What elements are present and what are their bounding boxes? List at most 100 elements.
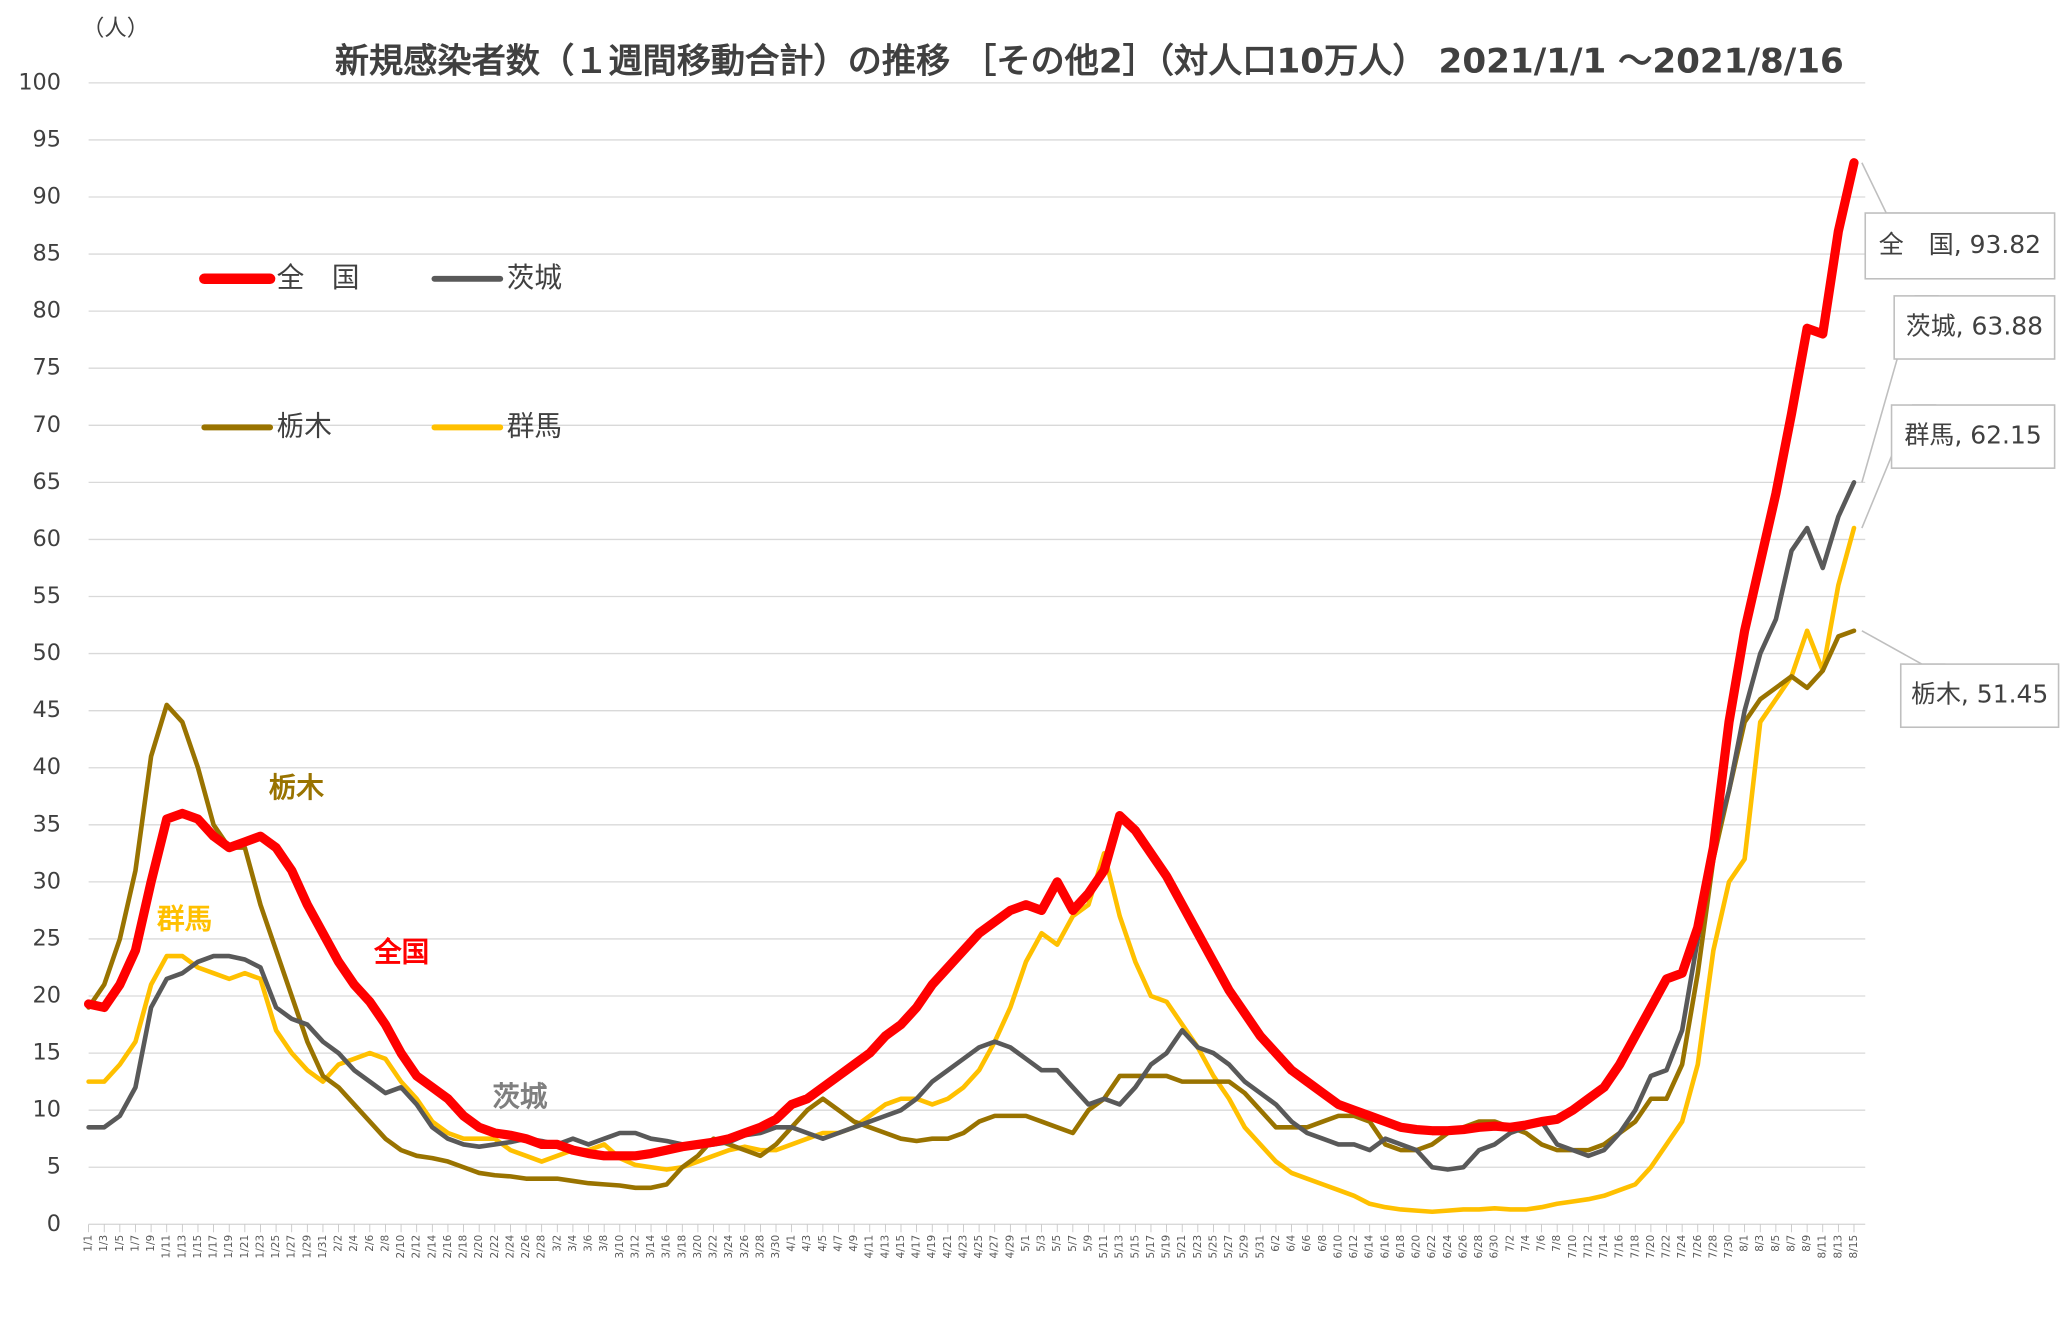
x-tick-label: 7/26 [1692, 1235, 1704, 1259]
x-tick-label: 8/15 [1848, 1235, 1860, 1259]
y-tick-label: 35 [33, 811, 61, 837]
x-tick-label: 5/5 [1051, 1235, 1063, 1252]
x-tick-label: 2/12 [411, 1235, 423, 1259]
legend-label: 栃木 [277, 409, 332, 442]
x-tick-label: 6/26 [1457, 1235, 1469, 1259]
y-tick-label: 95 [33, 126, 61, 152]
callout-label: 栃木, 51.45 [1911, 680, 2048, 709]
x-tick-label: 1/21 [239, 1235, 251, 1259]
x-tick-label: 5/23 [1192, 1235, 1204, 1259]
y-tick-label: 90 [33, 183, 61, 209]
x-tick-label: 2/14 [426, 1235, 438, 1259]
x-tick-label: 7/28 [1707, 1235, 1719, 1259]
x-tick-label: 7/30 [1723, 1235, 1735, 1259]
x-tick-label: 4/7 [833, 1235, 845, 1252]
x-tick-label: 1/31 [317, 1235, 329, 1259]
x-tick-label: 4/11 [864, 1235, 876, 1259]
x-tick-label: 4/25 [973, 1235, 985, 1259]
x-tick-label: 8/11 [1817, 1235, 1829, 1259]
x-tick-label: 6/6 [1301, 1235, 1313, 1252]
x-tick-label: 4/15 [895, 1235, 907, 1259]
x-tick-label: 4/27 [989, 1235, 1001, 1259]
x-tick-label: 6/18 [1395, 1235, 1407, 1259]
x-tick-label: 3/30 [770, 1235, 782, 1259]
x-tick-label: 2/8 [379, 1235, 391, 1252]
x-tick-label: 4/13 [879, 1235, 891, 1259]
x-tick-label: 7/20 [1645, 1235, 1657, 1259]
x-tick-label: 5/11 [1098, 1235, 1110, 1259]
x-tick-label: 7/12 [1582, 1235, 1594, 1259]
x-tick-label: 1/29 [301, 1235, 313, 1259]
x-tick-label: 5/1 [1020, 1235, 1032, 1252]
x-tick-label: 4/29 [1004, 1235, 1016, 1259]
x-tick-label: 3/6 [583, 1235, 595, 1252]
callout-label: 全 国, 93.82 [1879, 230, 2041, 259]
x-tick-label: 4/5 [817, 1235, 829, 1252]
x-tick-label: 8/13 [1832, 1235, 1844, 1259]
x-tick-label: 6/4 [1286, 1235, 1298, 1252]
callout-box [1893, 295, 2056, 360]
x-tick-label: 3/12 [629, 1235, 641, 1259]
x-tick-label: 6/2 [1270, 1235, 1282, 1252]
x-tick-label: 1/15 [192, 1235, 204, 1259]
callout-box [1890, 404, 2056, 469]
x-tick-label: 2/18 [458, 1235, 470, 1259]
annotation: 全国 [373, 935, 429, 968]
x-tick-label: 1/9 [145, 1235, 157, 1252]
x-tick-label: 5/19 [1161, 1235, 1173, 1259]
y-tick-label: 40 [33, 754, 61, 780]
x-tick-label: 2/2 [333, 1235, 345, 1252]
x-tick-label: 7/24 [1676, 1235, 1688, 1259]
annotation: 栃木 [269, 771, 325, 804]
series-line [84, 158, 1859, 1161]
x-tick-label: 7/8 [1551, 1235, 1563, 1252]
x-tick-label: 5/15 [1129, 1235, 1141, 1259]
x-tick-label: 2/28 [536, 1235, 548, 1259]
x-tick-label: 4/23 [957, 1235, 969, 1259]
x-tick-label: 7/2 [1504, 1235, 1516, 1252]
y-tick-label: 85 [33, 241, 61, 267]
x-tick-label: 5/17 [1145, 1235, 1157, 1259]
x-tick-label: 7/10 [1567, 1235, 1579, 1259]
x-tick-label: 2/24 [504, 1235, 516, 1259]
legend-label: 群馬 [507, 409, 562, 442]
annotation: 群馬 [157, 903, 212, 936]
callout-box [1899, 663, 2060, 729]
x-tick-label: 5/21 [1176, 1235, 1188, 1259]
y-tick-label: 70 [33, 412, 61, 438]
x-tick-label: 1/3 [98, 1235, 110, 1252]
y-tick-label: 0 [47, 1211, 61, 1237]
chart-title: 新規感染者数（１週間移動合計）の推移 ［その他2］（対人口10万人） 2021/… [335, 42, 1844, 82]
x-tick-label: 7/22 [1661, 1235, 1673, 1259]
callout-box [1864, 212, 2056, 280]
x-tick-label: 2/4 [348, 1235, 360, 1252]
x-tick-label: 8/1 [1739, 1235, 1751, 1252]
legend-label: 全 国 [277, 261, 360, 294]
y-tick-label: 30 [33, 868, 61, 894]
series-line [86, 480, 1857, 1172]
annotation: 茨城 [492, 1080, 548, 1113]
x-tick-label: 3/20 [692, 1235, 704, 1259]
x-tick-label: 3/22 [708, 1235, 720, 1259]
x-tick-label: 1/19 [223, 1235, 235, 1259]
x-tick-label: 4/19 [926, 1235, 938, 1259]
callout-pointer [1861, 630, 1946, 665]
x-tick-label: 7/6 [1536, 1235, 1548, 1252]
y-tick-label: 5 [47, 1154, 61, 1180]
x-tick-label: 4/21 [942, 1235, 954, 1259]
x-tick-label: 7/4 [1520, 1235, 1532, 1252]
x-tick-label: 4/3 [801, 1235, 813, 1252]
x-tick-label: 3/4 [567, 1235, 579, 1252]
x-tick-label: 3/18 [676, 1235, 688, 1259]
y-unit: （人） [82, 15, 149, 41]
x-tick-label: 7/18 [1629, 1235, 1641, 1259]
x-tick-label: 6/10 [1332, 1235, 1344, 1259]
x-tick-label: 6/28 [1473, 1235, 1485, 1259]
x-tick-label: 5/25 [1207, 1235, 1219, 1259]
y-tick-label: 80 [33, 298, 61, 324]
y-tick-label: 100 [18, 69, 61, 95]
y-tick-label: 25 [33, 925, 61, 951]
x-tick-label: 7/16 [1614, 1235, 1626, 1259]
x-tick-label: 5/13 [1114, 1235, 1126, 1259]
